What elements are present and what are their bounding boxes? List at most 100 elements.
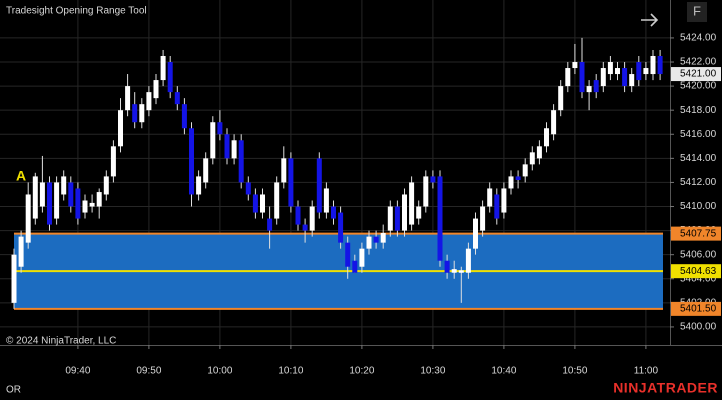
candle-body	[366, 236, 372, 249]
arrow-icon[interactable]	[641, 13, 659, 27]
candle-body	[544, 128, 549, 147]
candle-body	[629, 74, 635, 87]
y-tick-label: 5424.00	[680, 33, 717, 44]
candle-body	[196, 176, 202, 195]
candle-body	[515, 176, 521, 181]
x-tick-label: 09:40	[65, 366, 90, 377]
candle-body	[217, 122, 223, 135]
candle-body	[494, 194, 500, 219]
candle-body	[75, 188, 81, 219]
candle-body	[18, 236, 24, 267]
y-tick-label: 5404.00	[680, 273, 717, 284]
candle-body	[522, 164, 528, 177]
y-tick-label: 5418.00	[680, 105, 717, 116]
candle-body	[565, 68, 571, 87]
candle-body	[643, 68, 649, 75]
candle-body	[359, 248, 365, 267]
y-tick-label: 5422.00	[680, 57, 717, 68]
candle-body	[252, 194, 258, 213]
candle-body	[267, 218, 273, 231]
candle-body	[551, 110, 557, 135]
y-tick-label: 5414.00	[680, 153, 717, 164]
y-tick-label: 5410.00	[680, 201, 717, 212]
candle-body	[302, 224, 308, 231]
button-bg[interactable]	[687, 2, 707, 22]
candle-body	[409, 182, 415, 225]
candle-body	[622, 68, 628, 87]
candle-body	[473, 218, 478, 249]
candle-body	[338, 212, 344, 243]
candle-body	[345, 242, 351, 267]
x-tick-label: 11:00	[634, 366, 659, 377]
candle-body	[181, 104, 187, 129]
candle-body	[295, 206, 301, 225]
candle-body	[508, 176, 514, 189]
candle-body	[636, 62, 642, 81]
candle-body	[402, 194, 407, 231]
candle-body	[501, 188, 507, 213]
candle-body	[189, 128, 194, 195]
candle-body	[458, 270, 464, 273]
candle-body	[657, 55, 663, 75]
candle-body	[68, 182, 74, 207]
candle-body	[47, 182, 52, 225]
y-tick-label: 5400.00	[680, 322, 717, 333]
y-tick-label: 5416.00	[680, 129, 717, 140]
candle-body	[650, 55, 656, 75]
y-tick-label: 5406.00	[680, 249, 717, 260]
x-tick-label: 10:30	[420, 366, 445, 377]
candle-body	[487, 188, 493, 207]
candle-body	[536, 146, 542, 159]
logo: NINJATRADER	[613, 380, 718, 396]
candle-body	[118, 110, 123, 147]
candle-body	[146, 92, 152, 111]
candle-body	[281, 158, 287, 183]
candle-body	[61, 176, 67, 195]
candle-body	[288, 158, 294, 207]
candle-body	[203, 158, 209, 183]
candle-body	[224, 134, 230, 159]
candle-body	[451, 269, 457, 273]
candle-body	[139, 104, 145, 123]
candle-body	[238, 140, 244, 183]
candle-body	[394, 206, 400, 231]
price-marker-label: 5407.75	[680, 228, 717, 239]
candle-body	[103, 176, 109, 195]
candle-body	[11, 254, 17, 303]
candle-body	[615, 68, 620, 75]
candle-body	[25, 194, 31, 243]
x-tick-label: 10:00	[207, 366, 232, 377]
candle-body	[110, 146, 116, 177]
candle-body	[444, 260, 450, 273]
price-marker	[671, 67, 721, 82]
candle-body	[174, 92, 180, 105]
candle-body	[39, 182, 45, 207]
x-tick-label: 10:40	[491, 366, 516, 377]
candle-body	[245, 182, 251, 195]
candle-body	[167, 62, 173, 93]
y-tick-label: 5412.00	[680, 177, 717, 188]
candle-body	[465, 248, 471, 273]
candle-body	[600, 68, 606, 87]
candle-body	[480, 206, 486, 231]
candle-body	[316, 158, 322, 213]
candle-body	[160, 55, 166, 81]
candle-body	[572, 62, 578, 69]
candle-body	[387, 206, 393, 231]
candle-body	[153, 80, 159, 99]
candle-body	[89, 202, 95, 207]
candle-body	[437, 176, 443, 261]
candle-body	[380, 233, 386, 243]
candle-body	[132, 104, 138, 123]
chart-title: Tradesight Opening Range Tool	[6, 6, 147, 17]
y-tick-label: 5420.00	[680, 81, 717, 92]
candle-body	[309, 206, 315, 231]
price-marker-label: 5421.00	[680, 69, 717, 80]
candle-body	[579, 62, 585, 93]
candle-body	[586, 86, 592, 93]
button[interactable]: F	[693, 3, 701, 18]
candle-body	[607, 62, 613, 75]
copyright: © 2024 NinjaTrader, LLC	[6, 336, 116, 347]
candle-body	[32, 176, 38, 219]
